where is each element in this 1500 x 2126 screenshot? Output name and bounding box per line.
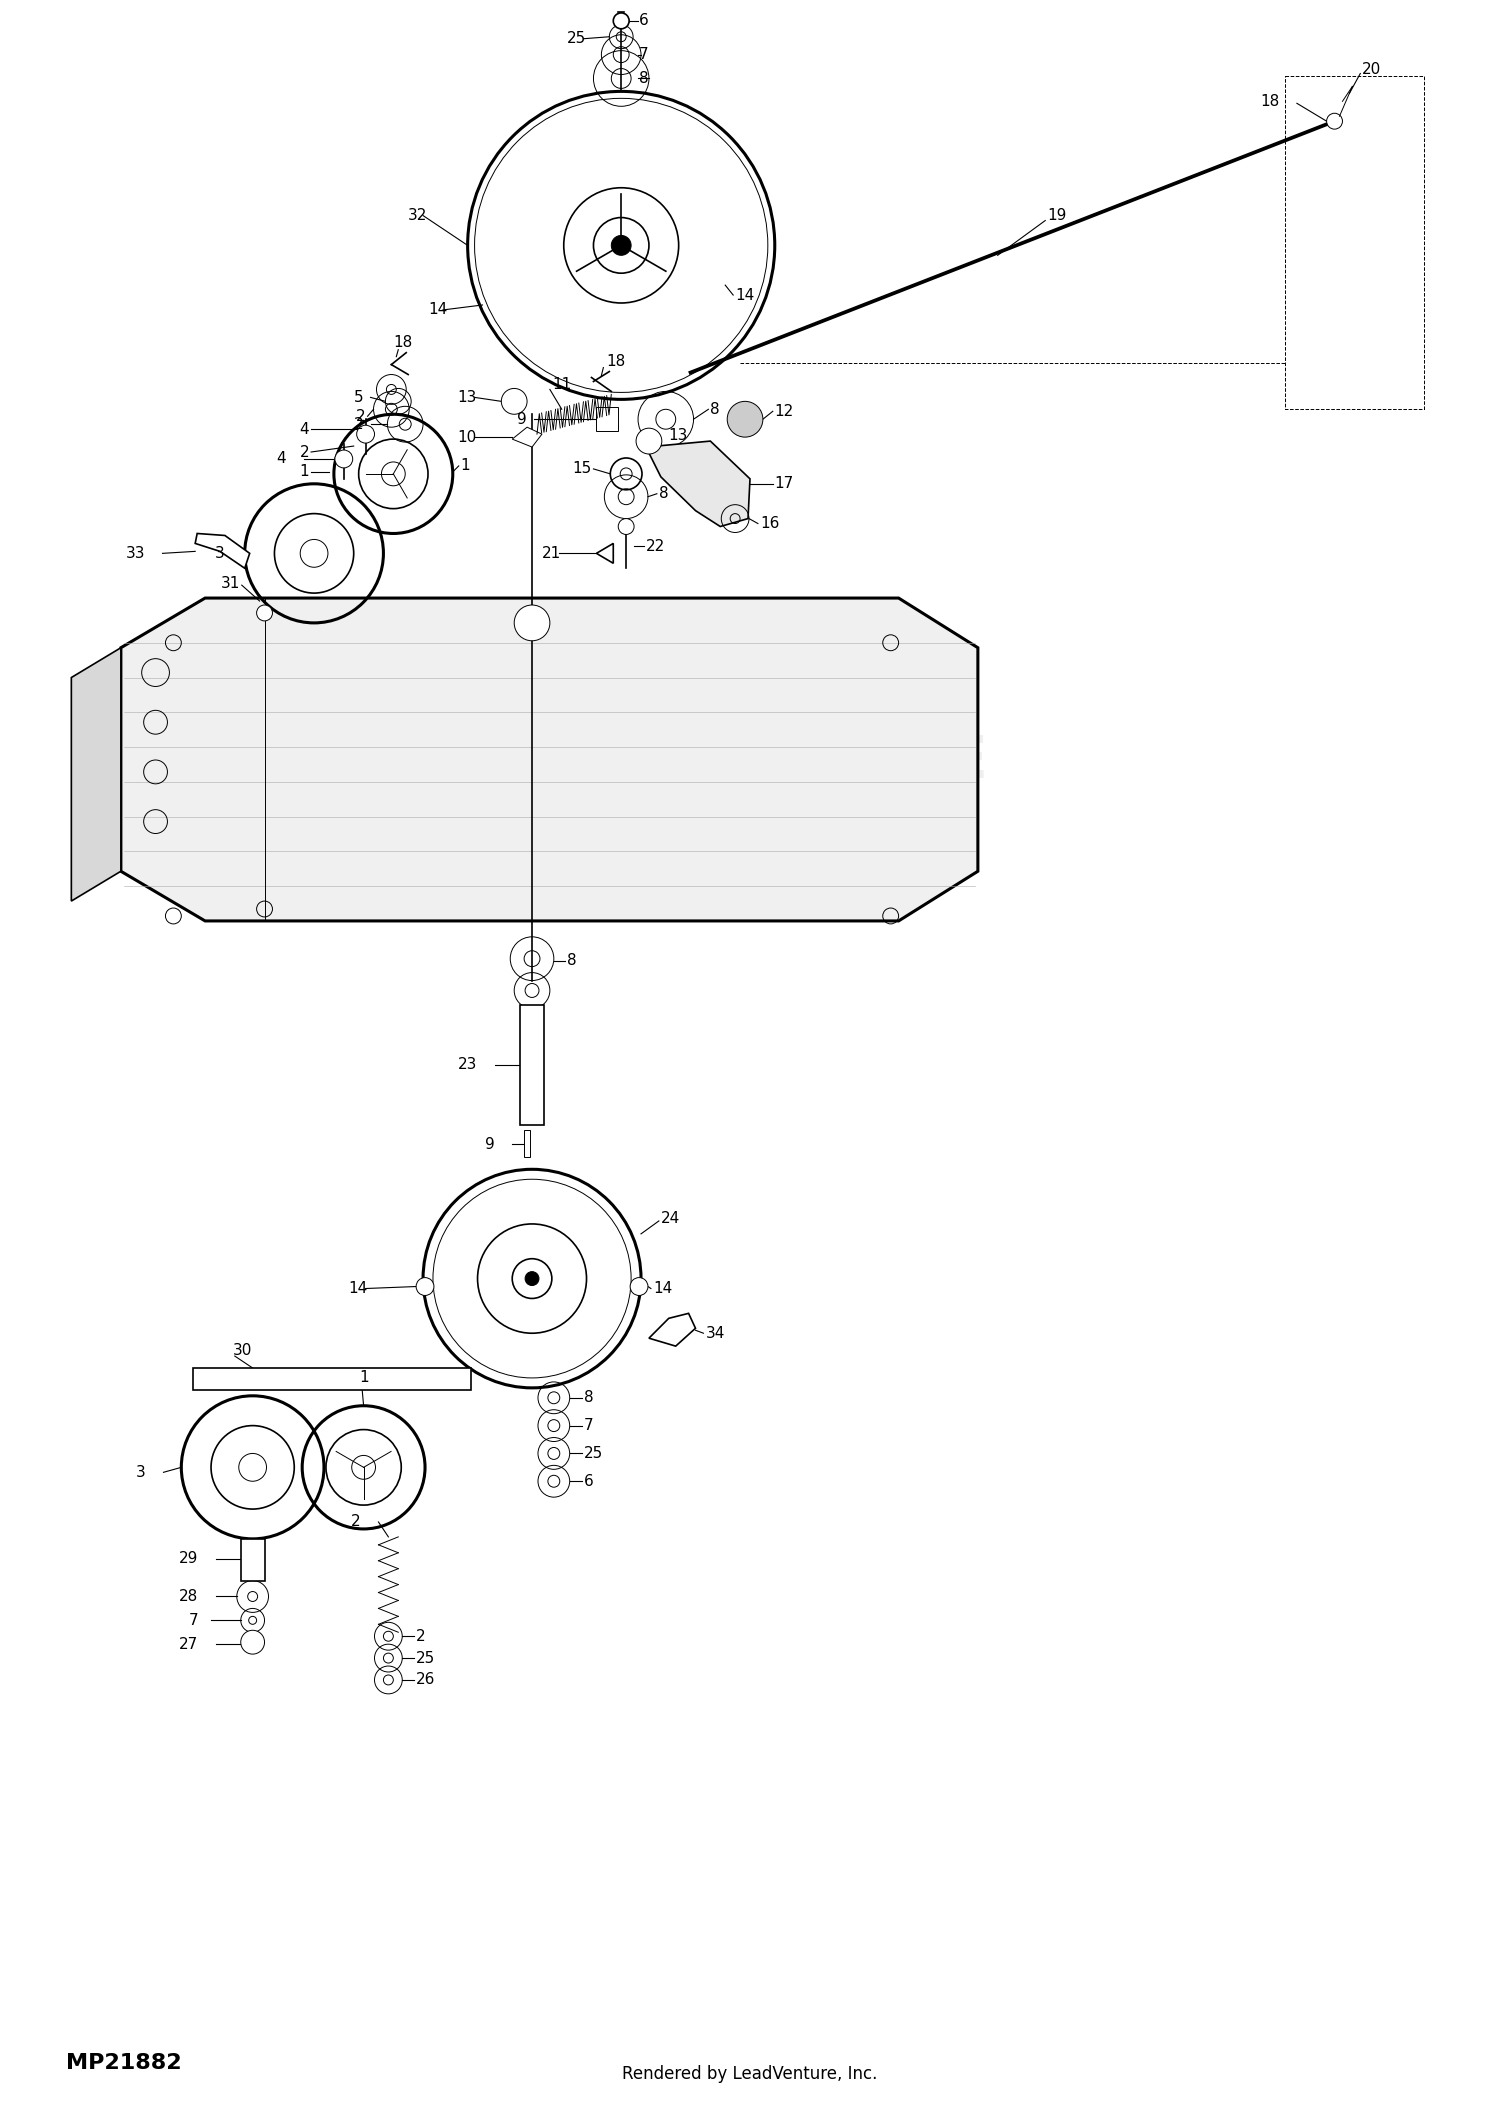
Text: 16: 16 [760,517,780,532]
Polygon shape [597,544,613,563]
Text: 2: 2 [354,417,363,432]
Circle shape [525,1271,538,1286]
Text: 30: 30 [232,1344,252,1359]
Text: 10: 10 [458,429,477,444]
Circle shape [514,606,550,640]
Text: 7: 7 [584,1418,592,1433]
Text: 1: 1 [300,463,309,478]
Circle shape [594,217,650,274]
Text: 8: 8 [658,487,669,502]
Text: 8: 8 [584,1390,592,1405]
Text: LEADVENTURE: LEADVENTURE [512,733,988,791]
Text: 24: 24 [662,1212,680,1227]
Text: 13: 13 [669,427,688,442]
Text: 2: 2 [351,1514,360,1529]
Text: 3: 3 [214,546,225,561]
Text: 18: 18 [1262,94,1280,108]
Text: 3: 3 [136,1465,146,1480]
Text: 1: 1 [460,459,471,474]
Text: 8: 8 [639,70,648,85]
Circle shape [630,1278,648,1295]
Polygon shape [195,534,249,568]
Bar [242,1539,264,1580]
Text: 22: 22 [646,538,664,555]
Circle shape [501,389,526,415]
Text: 2: 2 [356,408,366,423]
Text: 9: 9 [518,412,526,427]
Text: 21: 21 [542,546,561,561]
Text: 27: 27 [178,1637,198,1652]
Text: 17: 17 [776,476,794,491]
Text: 13: 13 [458,389,477,404]
Text: 2: 2 [416,1629,426,1643]
Text: 14: 14 [735,287,754,302]
Text: 25: 25 [567,32,586,47]
Text: 18: 18 [606,355,625,370]
Text: 11: 11 [552,376,572,391]
Polygon shape [72,648,122,901]
Text: 8: 8 [567,952,576,967]
Circle shape [334,451,352,468]
Polygon shape [512,427,542,446]
Text: 6: 6 [584,1473,594,1488]
Circle shape [618,519,634,534]
Circle shape [614,13,628,30]
Text: 29: 29 [178,1552,198,1567]
Text: 7: 7 [639,47,648,62]
Text: 34: 34 [705,1327,724,1342]
Circle shape [1326,113,1342,130]
Text: Rendered by LeadVenture, Inc.: Rendered by LeadVenture, Inc. [622,2064,878,2083]
Polygon shape [646,440,750,527]
Text: 4: 4 [300,421,309,436]
Polygon shape [650,1314,696,1346]
Circle shape [728,402,764,438]
Text: 5: 5 [354,389,363,404]
Bar [597,408,618,432]
Text: 12: 12 [776,404,794,419]
Text: 25: 25 [416,1650,435,1665]
Bar [524,1129,530,1157]
Circle shape [636,427,662,455]
Text: 32: 32 [408,208,428,223]
Text: 31: 31 [220,576,240,591]
Circle shape [416,1278,434,1295]
Text: 25: 25 [584,1446,603,1461]
Circle shape [612,236,632,255]
Text: 14: 14 [427,302,447,317]
Polygon shape [122,597,978,921]
Text: 8: 8 [711,402,720,417]
Text: 1: 1 [360,1371,369,1386]
Bar [194,1367,471,1390]
Circle shape [512,1259,552,1299]
Circle shape [386,389,411,415]
Text: 6: 6 [639,13,650,28]
Text: 14: 14 [348,1282,368,1297]
Text: 7: 7 [189,1614,198,1629]
Text: MP21882: MP21882 [66,2054,182,2073]
Text: 2: 2 [300,444,309,459]
Text: 33: 33 [126,546,146,561]
Text: 15: 15 [572,461,591,476]
Text: 9: 9 [484,1137,495,1152]
Text: 26: 26 [416,1673,435,1688]
Text: 18: 18 [393,336,412,351]
Circle shape [256,606,273,621]
Text: 4: 4 [276,451,286,466]
Bar [520,1006,544,1125]
Circle shape [357,425,375,442]
Text: 19: 19 [1047,208,1066,223]
Circle shape [242,1631,264,1654]
Text: 20: 20 [1362,62,1382,77]
Text: 23: 23 [458,1057,477,1072]
Text: 14: 14 [652,1282,672,1297]
Text: 28: 28 [178,1588,198,1603]
